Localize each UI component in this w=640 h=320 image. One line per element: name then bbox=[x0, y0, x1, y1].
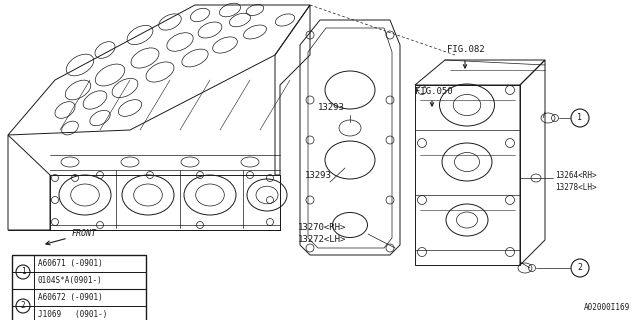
Bar bbox=[12, 289, 146, 306]
Text: 1: 1 bbox=[577, 114, 582, 123]
Text: 13293: 13293 bbox=[305, 171, 332, 180]
Bar bbox=[12, 272, 146, 289]
Text: 2: 2 bbox=[577, 263, 582, 273]
Text: 13293: 13293 bbox=[318, 103, 345, 113]
Text: A60671 (-0901): A60671 (-0901) bbox=[38, 259, 103, 268]
Text: FRONT: FRONT bbox=[72, 229, 97, 238]
Text: 13278<LH>: 13278<LH> bbox=[555, 182, 596, 191]
Bar bbox=[12, 255, 146, 320]
Text: FIG.082: FIG.082 bbox=[447, 45, 484, 54]
Text: J1069   (0901-): J1069 (0901-) bbox=[38, 310, 108, 319]
Text: 13264<RH>: 13264<RH> bbox=[555, 171, 596, 180]
Text: A60672 (-0901): A60672 (-0901) bbox=[38, 293, 103, 302]
Text: 2: 2 bbox=[20, 301, 26, 310]
Text: 1: 1 bbox=[20, 268, 26, 276]
Text: A02000I169: A02000I169 bbox=[584, 303, 630, 312]
Text: FIG.050: FIG.050 bbox=[415, 87, 452, 97]
Text: 13272<LH>: 13272<LH> bbox=[298, 236, 346, 244]
Bar bbox=[12, 306, 146, 320]
Text: 0104S*A(0901-): 0104S*A(0901-) bbox=[38, 276, 103, 285]
Text: 13270<RH>: 13270<RH> bbox=[298, 223, 346, 233]
Bar bbox=[12, 255, 146, 272]
